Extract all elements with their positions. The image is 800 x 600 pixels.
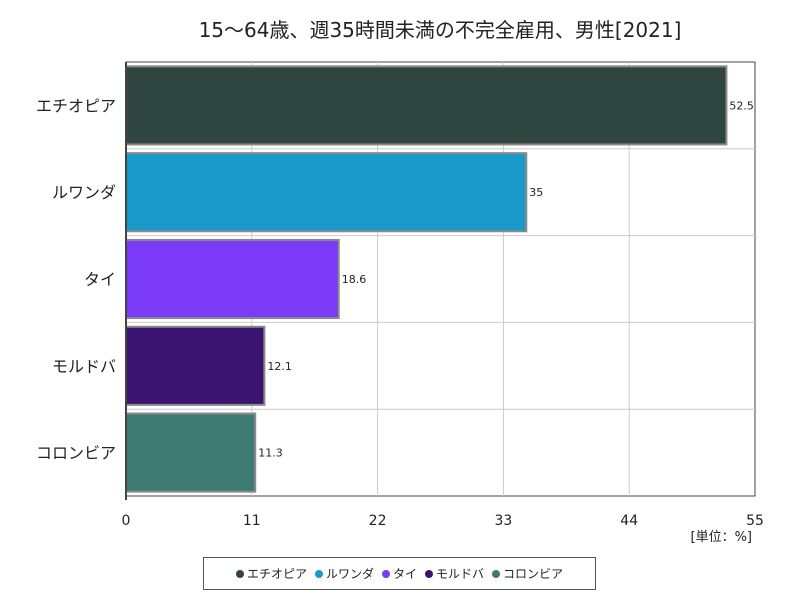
legend-entry: コロンビア (492, 565, 563, 582)
data-label: 12.1 (267, 360, 292, 373)
y-tick-label: コロンビア (36, 444, 116, 463)
legend-label: ルワンダ (325, 567, 374, 581)
legend-label: タイ (392, 567, 417, 581)
bar (125, 325, 266, 406)
data-label: 52.5 (729, 99, 754, 112)
legend-label: エチオピア (246, 567, 307, 581)
legend-label: コロンビア (503, 567, 564, 581)
x-tick-label: 33 (494, 513, 512, 529)
chart-title: 15～64歳、週35時間未満の不完全雇用、男性[2021] (199, 18, 682, 42)
y-tick-label: ルワンダ (52, 183, 116, 202)
data-label: 35 (529, 186, 543, 199)
bar (125, 238, 340, 320)
legend-label: モルドバ (436, 567, 485, 581)
bar (125, 152, 528, 233)
legend-marker (492, 569, 501, 578)
x-tick-label: 11 (243, 513, 261, 529)
label-layer: 52.5 35 18.6 12.1 11.3 (258, 99, 754, 459)
data-label: 18.6 (342, 273, 367, 286)
y-tick-label: タイ (84, 270, 116, 289)
legend-entry: エチオピア (235, 565, 307, 582)
x-tick-label: 0 (122, 513, 131, 529)
bar (125, 65, 728, 146)
legend-marker (314, 569, 323, 578)
x-tick-label: 55 (746, 513, 764, 529)
y-tick-label: エチオピア (36, 96, 116, 115)
bar (125, 412, 257, 493)
legend-entry: ルワンダ (314, 565, 374, 582)
legend-marker (425, 569, 433, 578)
legend-entry: タイ (381, 565, 417, 582)
legend-marker (381, 569, 390, 578)
bar-layer (125, 65, 728, 493)
legend-marker (235, 569, 244, 578)
unit-label: [単位：%] (691, 529, 753, 545)
legend: エチオピア ルワンダ タイ モルドバ コロンビア (203, 557, 596, 590)
y-tick-label: モルドバ (52, 357, 116, 376)
legend-entry: モルドバ (425, 565, 484, 582)
x-tick-label: 44 (620, 513, 638, 529)
x-tick-label: 22 (369, 513, 387, 529)
data-label: 11.3 (258, 447, 283, 460)
